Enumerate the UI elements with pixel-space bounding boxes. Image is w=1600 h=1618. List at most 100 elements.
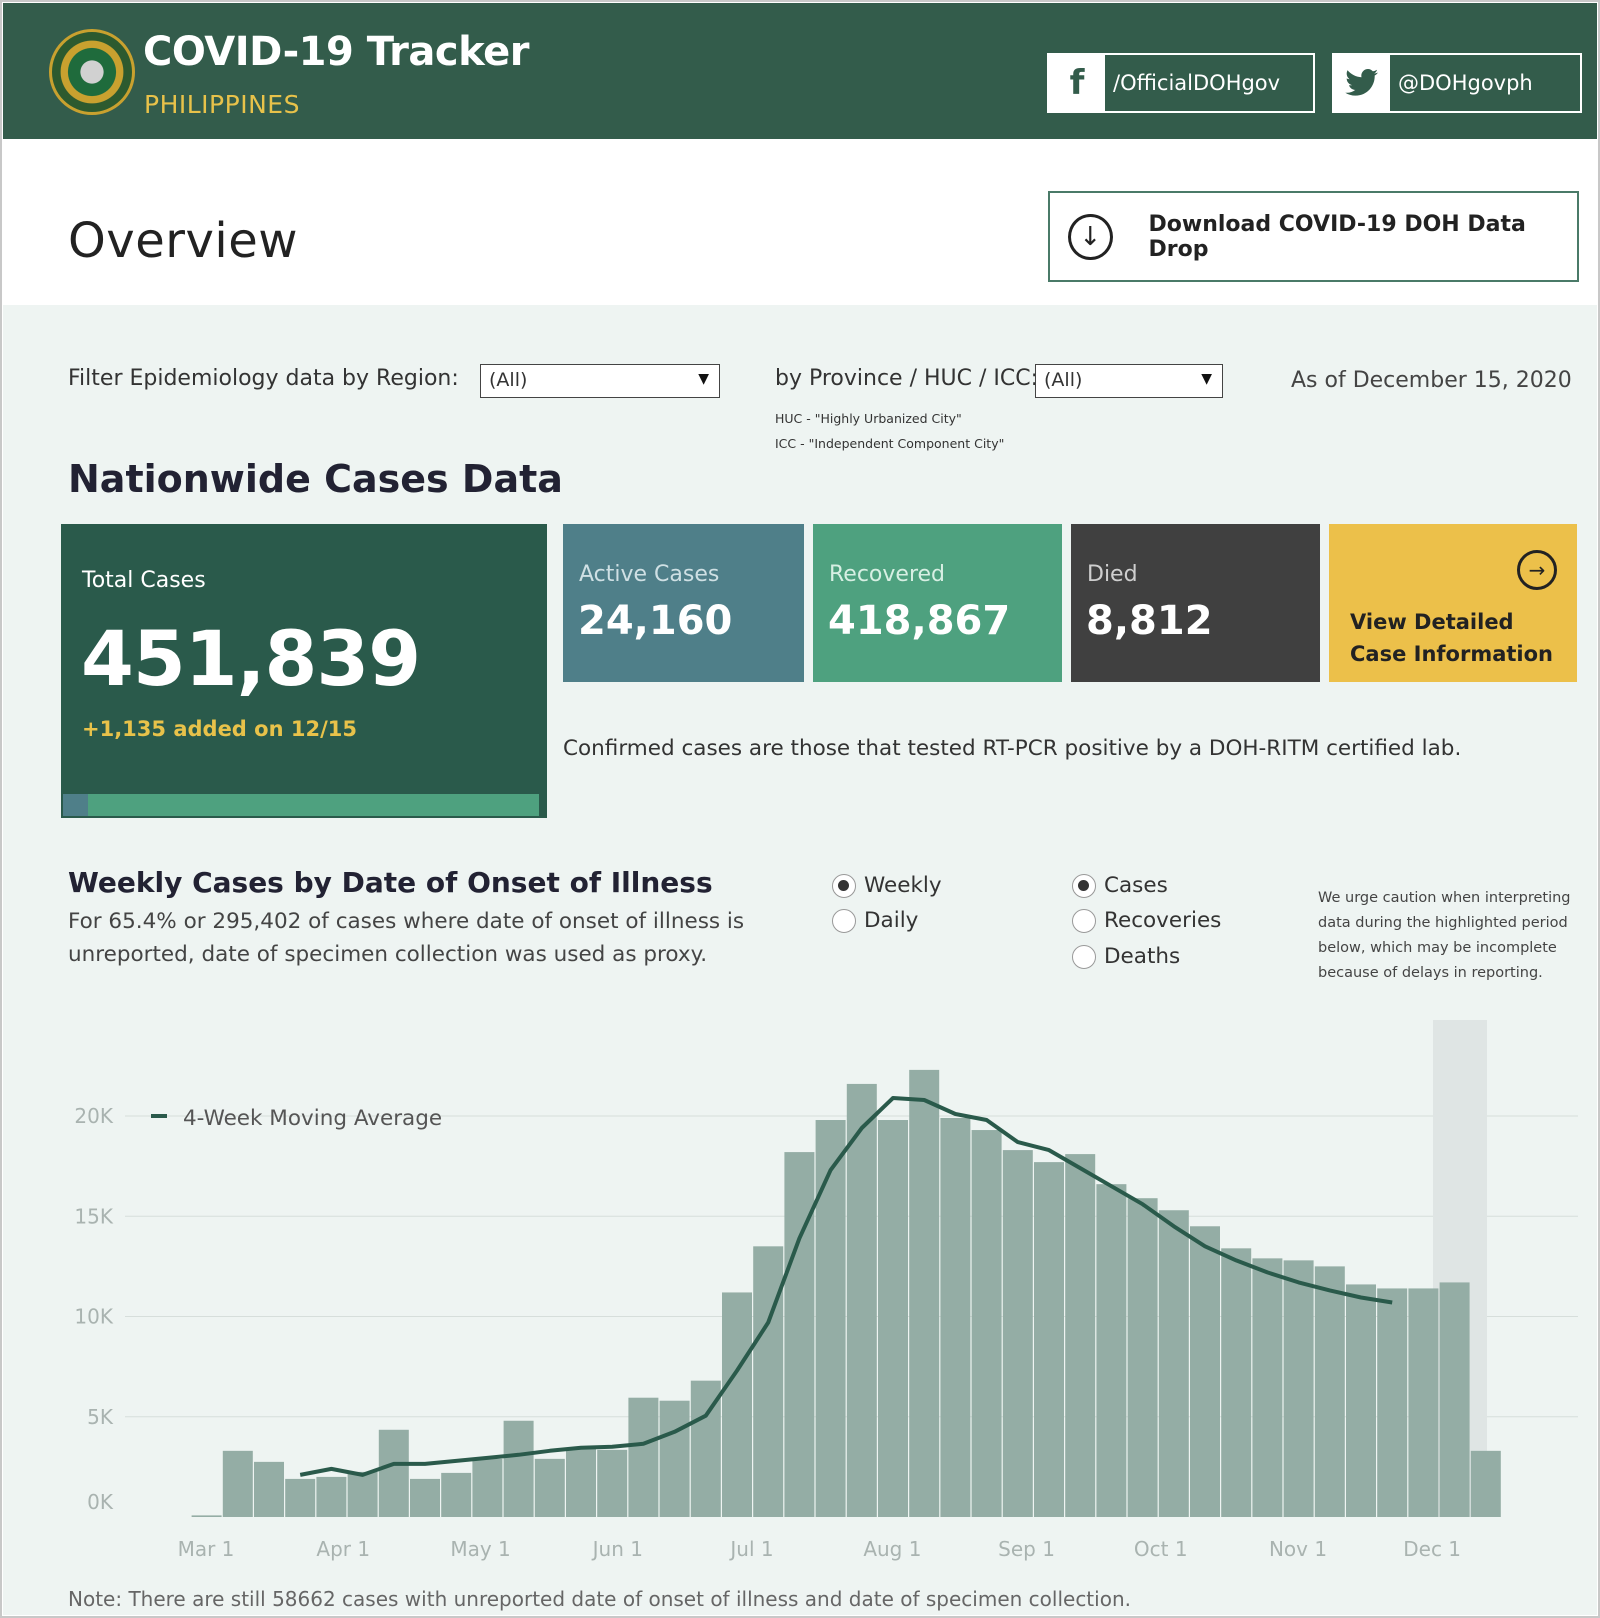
facebook-link[interactable]: f /OfficialDOHgov — [1047, 53, 1315, 113]
x-tick-label: Nov 1 — [1269, 1537, 1327, 1561]
weekly-bar — [1439, 1282, 1470, 1517]
weekly-bar — [784, 1152, 815, 1517]
weekly-bar — [1470, 1450, 1501, 1517]
weekly-bar — [1346, 1284, 1376, 1517]
twitter-icon — [1334, 55, 1390, 111]
case-composition-bar — [63, 794, 539, 816]
weekly-bar — [191, 1515, 222, 1517]
radio-recoveries[interactable]: Recoveries — [1072, 908, 1221, 933]
recovered-value: 418,867 — [828, 598, 1011, 644]
y-tick-label: 0K — [87, 1490, 114, 1514]
radio-deaths-label: Deaths — [1104, 944, 1181, 969]
radio-deaths[interactable]: Deaths — [1072, 944, 1180, 969]
recovered-card: Recovered 418,867 — [813, 524, 1062, 682]
weekly-bar — [659, 1400, 690, 1517]
x-tick-label: Apr 1 — [316, 1537, 370, 1561]
radio-weekly-label: Weekly — [864, 873, 942, 898]
x-tick-label: Dec 1 — [1403, 1537, 1461, 1561]
radio-recoveries-label: Recoveries — [1104, 908, 1222, 933]
app-subtitle: PHILIPPINES — [144, 90, 300, 119]
x-tick-label: May 1 — [450, 1537, 510, 1561]
region-select-value: (All) — [489, 369, 528, 391]
weekly-bar — [1065, 1154, 1096, 1517]
weekly-bar — [1096, 1184, 1127, 1517]
weekly-bar — [878, 1120, 908, 1517]
app-title: COVID-19 Tracker — [143, 29, 529, 75]
x-tick-label: Aug 1 — [863, 1537, 921, 1561]
radio-unselected-icon — [1072, 944, 1096, 969]
download-label: Download COVID-19 DOH Data Drop — [1148, 211, 1526, 262]
page-title: Overview — [68, 213, 298, 269]
province-select[interactable]: (All) ▼ — [1035, 364, 1223, 398]
x-tick-label: Sep 1 — [998, 1537, 1055, 1561]
weekly-bar — [1283, 1260, 1314, 1517]
twitter-link[interactable]: @DOHgovph — [1332, 53, 1582, 113]
died-card: Died 8,812 — [1071, 524, 1320, 682]
dropdown-arrow-icon: ▼ — [698, 371, 709, 387]
weekly-bar — [1377, 1288, 1408, 1517]
weekly-bar — [1002, 1150, 1033, 1517]
weekly-bar — [722, 1292, 752, 1517]
weekly-bar — [410, 1478, 440, 1517]
x-tick-label: Jun 1 — [591, 1537, 643, 1561]
weekly-bar — [378, 1429, 409, 1517]
province-select-value: (All) — [1044, 369, 1083, 391]
y-tick-label: 10K — [74, 1305, 113, 1329]
weekly-bar — [254, 1461, 284, 1517]
weekly-bar — [347, 1471, 378, 1517]
weekly-bar — [909, 1069, 940, 1517]
radio-cases[interactable]: Cases — [1072, 873, 1168, 898]
x-tick-label: Oct 1 — [1134, 1537, 1188, 1561]
recovered-label: Recovered — [829, 562, 946, 587]
radio-daily[interactable]: Daily — [832, 908, 918, 933]
weekly-bar — [1221, 1248, 1252, 1517]
download-data-drop-button[interactable]: ↓ Download COVID-19 DOH Data Drop — [1048, 191, 1579, 282]
weekly-bar — [1158, 1210, 1189, 1517]
radio-unselected-icon — [1072, 908, 1096, 933]
doh-seal-logo — [49, 29, 135, 115]
weekly-bar — [222, 1450, 253, 1517]
radio-selected-icon — [1072, 873, 1096, 898]
x-tick-label: Mar 1 — [178, 1537, 235, 1561]
radio-weekly[interactable]: Weekly — [832, 873, 942, 898]
chart-footnote: Note: There are still 58662 cases with u… — [68, 1587, 1131, 1611]
weekly-bar — [1408, 1288, 1439, 1517]
weekly-bar — [534, 1458, 565, 1517]
twitter-label: @DOHgovph — [1398, 71, 1533, 95]
nationwide-title: Nationwide Cases Data — [68, 457, 563, 501]
total-cases-label: Total Cases — [82, 568, 206, 593]
active-cases-label: Active Cases — [579, 562, 720, 587]
confirmed-cases-note: Confirmed cases are those that tested RT… — [563, 736, 1462, 761]
weekly-bar — [285, 1478, 316, 1517]
region-select[interactable]: (All) ▼ — [480, 364, 720, 398]
weekly-bar — [753, 1246, 784, 1517]
weekly-bar — [1127, 1198, 1158, 1517]
icc-note: ICC - "Independent Component City" — [775, 436, 1005, 451]
weekly-bar — [940, 1118, 971, 1517]
total-cases-card: Total Cases 451,839 +1,135 added on 12/1… — [61, 524, 547, 818]
province-filter-label: by Province / HUC / ICC: — [775, 366, 1039, 391]
weekly-bar — [815, 1120, 846, 1517]
dropdown-arrow-icon: ▼ — [1201, 371, 1212, 387]
weekly-bar — [441, 1472, 472, 1517]
active-cases-value: 24,160 — [578, 598, 733, 644]
weekly-bar — [597, 1449, 628, 1517]
weekly-bar — [971, 1130, 1002, 1517]
y-tick-label: 15K — [74, 1204, 113, 1228]
header-bar: COVID-19 Tracker PHILIPPINES f /Official… — [3, 3, 1597, 139]
y-tick-label: 5K — [87, 1405, 114, 1429]
huc-note: HUC - "Highly Urbanized City" — [775, 411, 962, 426]
weekly-bar — [472, 1458, 503, 1517]
caution-note: We urge caution when interpreting data d… — [1318, 890, 1571, 981]
radio-daily-label: Daily — [864, 908, 919, 933]
view-detailed-case-button[interactable]: → View Detailed Case Information — [1329, 524, 1577, 682]
weekly-cases-chart: 0K 5K 10K 15K 20K Mar 1 Apr 1 May 1 Jun 1 Jul 1 Au… — [74, 1020, 1578, 1561]
weekly-bar — [1190, 1226, 1220, 1517]
cases-added-text: +1,135 added on 12/15 — [82, 717, 357, 741]
region-filter-label: Filter Epidemiology data by Region: — [68, 366, 459, 391]
weekly-bar — [846, 1083, 877, 1517]
weekly-bar — [1034, 1162, 1064, 1517]
weekly-bar — [628, 1397, 659, 1517]
weekly-chart-title: Weekly Cases by Date of Onset of Illness — [68, 866, 713, 899]
moving-average-line — [299, 1096, 1393, 1477]
